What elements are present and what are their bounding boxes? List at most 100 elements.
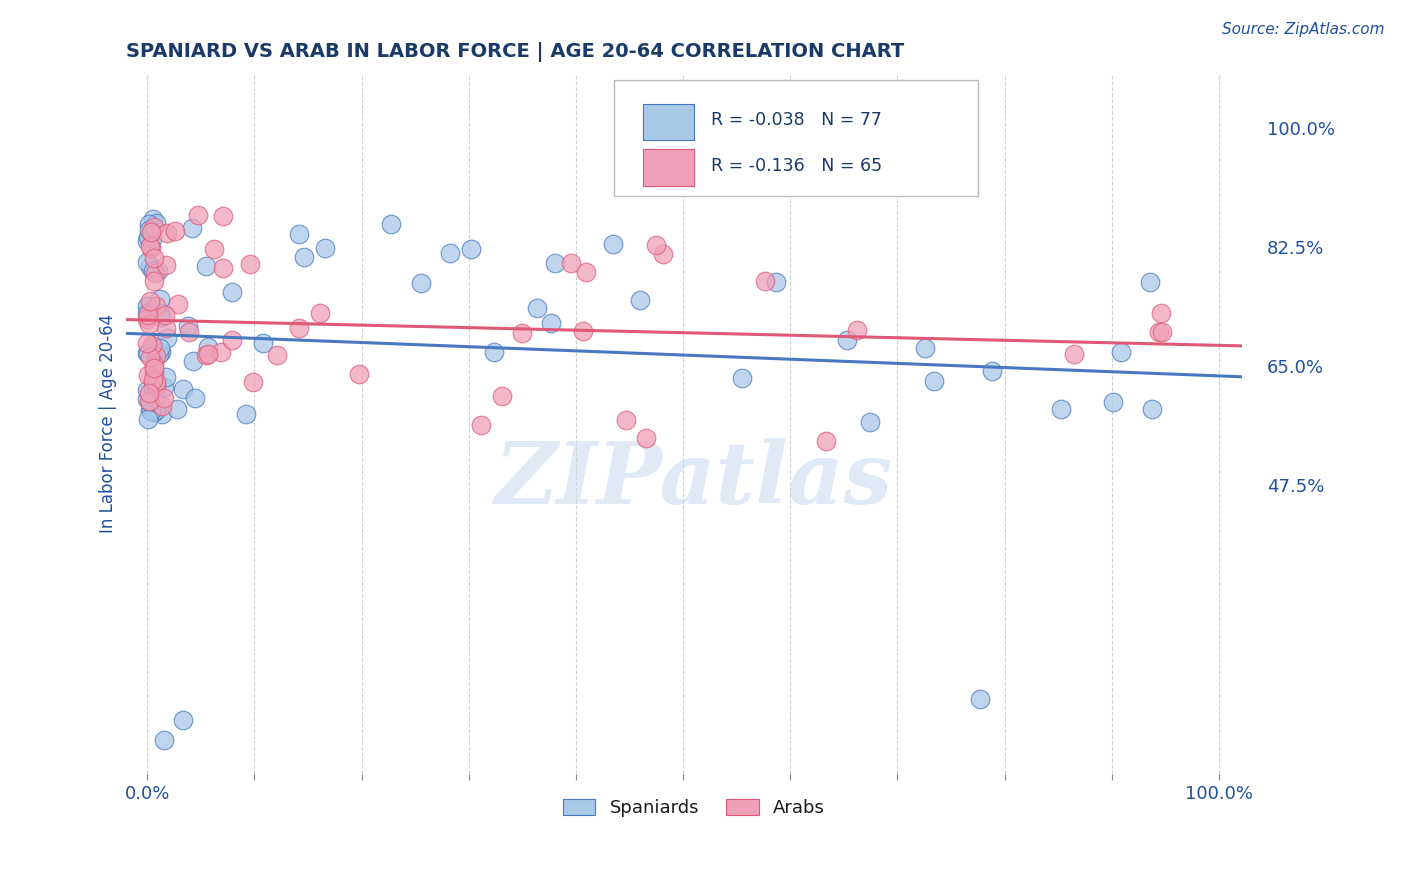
Point <box>308 305 330 319</box>
Point <box>149 341 172 355</box>
Point <box>136 235 159 249</box>
Point <box>150 310 173 324</box>
Point <box>235 407 257 421</box>
Point <box>136 311 159 326</box>
Point <box>197 346 219 360</box>
Y-axis label: In Labor Force | Age 20-64: In Labor Force | Age 20-64 <box>100 314 117 533</box>
Point <box>139 404 162 418</box>
Point <box>142 212 165 227</box>
Point <box>177 325 200 339</box>
Point <box>143 220 166 235</box>
Point <box>142 368 165 382</box>
Point <box>153 380 176 394</box>
Point <box>141 338 163 352</box>
Point <box>172 382 194 396</box>
Point <box>172 713 194 727</box>
Point <box>347 368 370 382</box>
Point <box>143 252 166 266</box>
Point <box>143 405 166 419</box>
Point <box>221 285 243 299</box>
Point <box>636 432 658 446</box>
Point <box>1102 395 1125 409</box>
Point <box>145 216 167 230</box>
Point <box>614 413 637 427</box>
Bar <box>643 149 693 186</box>
Point <box>540 316 562 330</box>
Point <box>139 350 162 364</box>
Point <box>136 308 159 322</box>
Point <box>510 326 533 341</box>
Point <box>136 392 159 406</box>
Point <box>266 348 288 362</box>
Point <box>980 364 1002 378</box>
Point <box>156 331 179 345</box>
Point <box>153 308 176 322</box>
Point <box>914 341 936 355</box>
Point <box>560 255 582 269</box>
Point <box>484 345 506 359</box>
Point <box>197 340 219 354</box>
Point <box>139 402 162 417</box>
Point <box>1050 402 1073 417</box>
Point <box>439 245 461 260</box>
Point <box>136 412 159 426</box>
Point <box>183 391 205 405</box>
Point <box>239 257 262 271</box>
Text: Source: ZipAtlas.com: Source: ZipAtlas.com <box>1222 22 1385 37</box>
Point <box>139 394 162 409</box>
Point <box>136 346 159 360</box>
Point <box>155 321 177 335</box>
Point <box>142 363 165 377</box>
Point <box>1147 325 1170 339</box>
Point <box>145 403 167 417</box>
Point <box>145 379 167 393</box>
Point <box>145 299 167 313</box>
Text: R = -0.136   N = 65: R = -0.136 N = 65 <box>711 157 882 175</box>
Point <box>136 254 159 268</box>
Point <box>460 242 482 256</box>
Point <box>242 376 264 390</box>
Point <box>136 383 159 397</box>
Point <box>149 345 172 359</box>
Point <box>138 394 160 409</box>
Point <box>252 335 274 350</box>
Point <box>155 370 177 384</box>
Point <box>139 225 162 239</box>
Point <box>186 208 208 222</box>
Point <box>1063 347 1085 361</box>
Point <box>138 386 160 401</box>
Point <box>166 297 188 311</box>
Point <box>139 260 162 274</box>
Point <box>814 434 837 448</box>
Point <box>1139 275 1161 289</box>
Point <box>754 274 776 288</box>
Point <box>209 344 232 359</box>
Point <box>149 292 172 306</box>
Point <box>138 293 160 308</box>
Text: R = -0.038   N = 77: R = -0.038 N = 77 <box>711 112 882 129</box>
Point <box>628 293 651 308</box>
Point <box>153 391 176 405</box>
Point <box>288 320 311 334</box>
Point <box>136 299 159 313</box>
Point <box>221 333 243 347</box>
Point <box>166 402 188 417</box>
Point <box>202 242 225 256</box>
Point <box>142 358 165 372</box>
Point <box>294 251 316 265</box>
Point <box>156 226 179 240</box>
Point <box>136 346 159 360</box>
Point <box>651 247 673 261</box>
Point <box>136 306 159 320</box>
Point <box>148 347 170 361</box>
Point <box>765 275 787 289</box>
Point <box>155 258 177 272</box>
Point <box>212 209 235 223</box>
Point <box>148 264 170 278</box>
Point <box>859 415 882 429</box>
Point <box>409 276 432 290</box>
Point <box>575 265 598 279</box>
Point <box>142 381 165 395</box>
Point <box>136 229 159 244</box>
Point <box>177 318 200 333</box>
